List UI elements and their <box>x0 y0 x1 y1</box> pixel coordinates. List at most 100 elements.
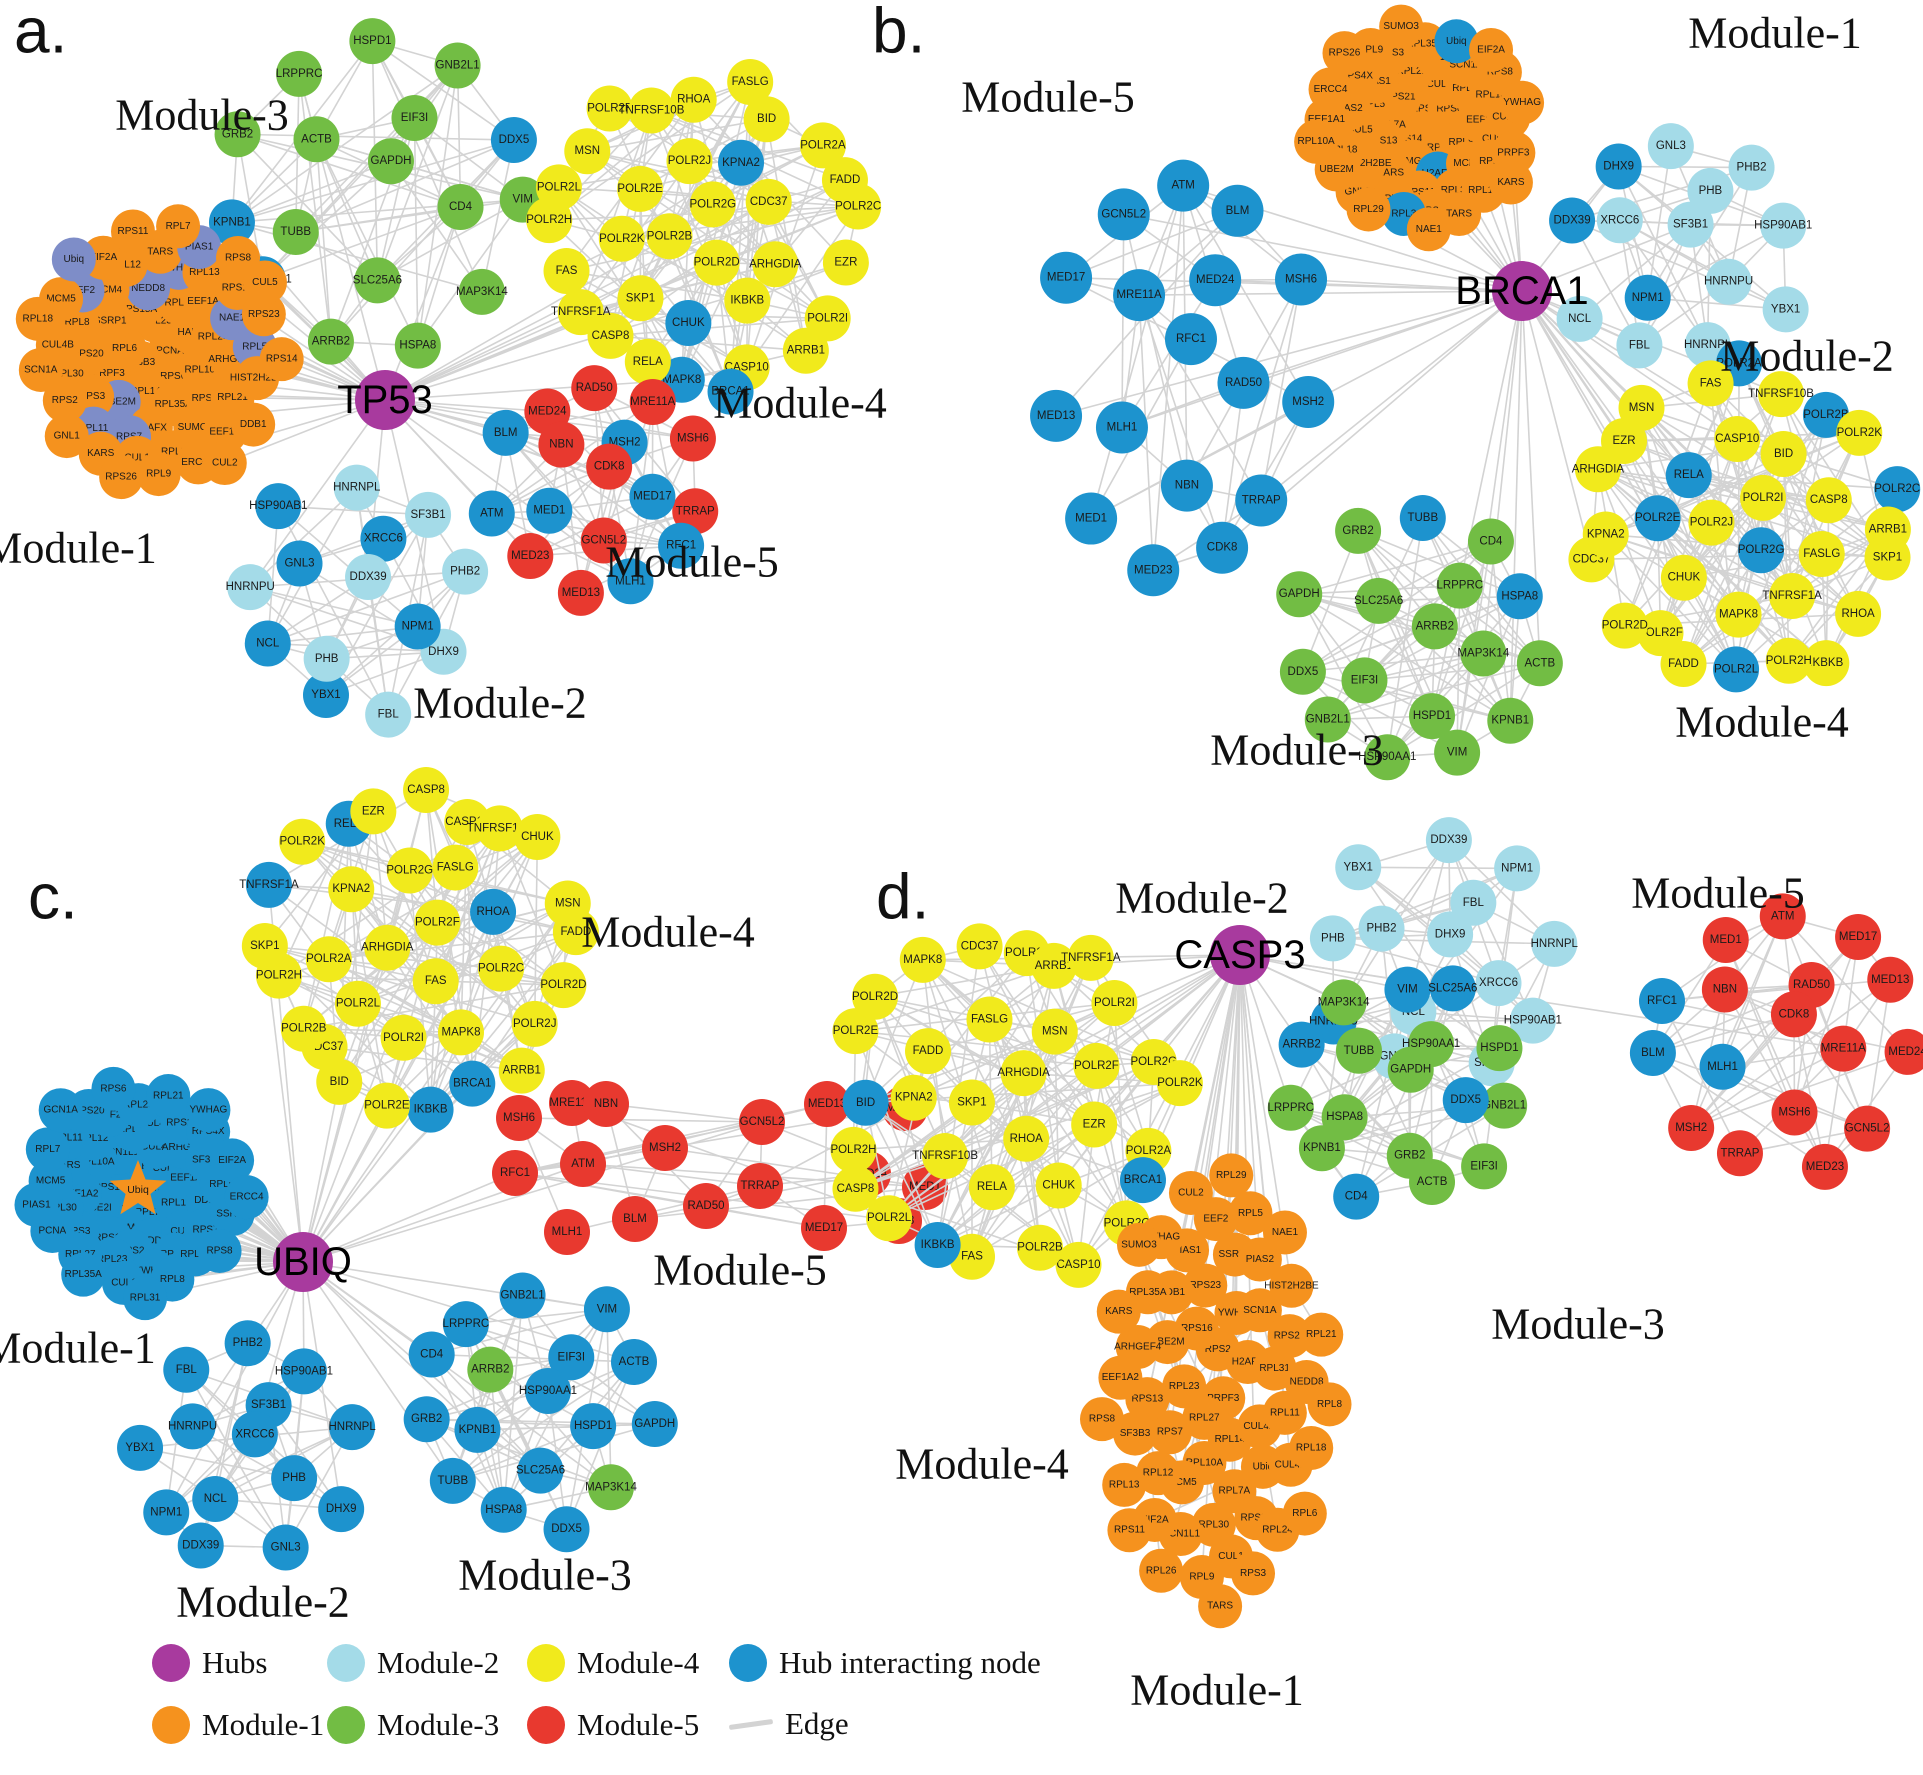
node-med1[interactable]: MED1 <box>526 487 573 534</box>
node-map3k14[interactable]: MAP3K14 <box>456 268 508 315</box>
node-phb[interactable]: PHB <box>271 1455 318 1502</box>
node-mre11a[interactable]: MRE11A <box>629 378 676 425</box>
node-circle-polr2l[interactable] <box>866 1195 913 1242</box>
node-circle-polr2c[interactable] <box>478 945 525 992</box>
node-circle-mapk8[interactable] <box>437 1009 484 1056</box>
node-circle-actb[interactable] <box>1516 640 1563 687</box>
node-rhoa[interactable]: RHOA <box>470 888 517 935</box>
node-skp1[interactable]: SKP1 <box>241 922 288 969</box>
node-circle-polr2d[interactable] <box>1601 602 1648 649</box>
node-circle-xrcc6[interactable] <box>231 1411 278 1458</box>
node-circle-trrap[interactable] <box>1235 474 1288 527</box>
node-circle-rela[interactable] <box>968 1164 1015 1211</box>
node-mre11a[interactable]: MRE11A <box>1113 269 1166 322</box>
node-circle-rhoa[interactable] <box>670 76 717 123</box>
node-polr2h[interactable]: POLR2H <box>1766 637 1812 684</box>
node-dhx9[interactable]: DHX9 <box>1595 143 1642 190</box>
node-circle-hnrnpu[interactable] <box>169 1403 216 1450</box>
node-arrb1[interactable]: ARRB1 <box>1030 942 1077 989</box>
node-fadd[interactable]: FADD <box>905 1028 952 1075</box>
node-rpl35a[interactable]: RPL35A <box>61 1252 106 1297</box>
node-tnfrsf10b[interactable]: TNFRSF10B <box>1748 371 1814 418</box>
node-gcn5l2[interactable]: GCN5L2 <box>580 517 627 564</box>
node-circle-grb2[interactable] <box>214 111 261 158</box>
node-arhgdia[interactable]: ARHGDIA <box>749 241 802 288</box>
node-cd4[interactable]: CD4 <box>437 184 484 231</box>
node-circle-sumo3[interactable] <box>1116 1222 1161 1267</box>
node-circle-slc25a6[interactable] <box>354 257 401 304</box>
node-circle-msh6[interactable] <box>496 1095 542 1141</box>
node-circle-rps14[interactable] <box>259 337 304 382</box>
node-circle-hsp90aa1[interactable] <box>1364 734 1411 781</box>
node-circle-tnfrsf1a[interactable] <box>1769 572 1816 619</box>
node-blm[interactable]: BLM <box>1629 1029 1676 1076</box>
node-circle-med17[interactable] <box>1040 251 1093 304</box>
node-circle-tnfrsf1a[interactable] <box>557 289 604 336</box>
node-fbl[interactable]: FBL <box>163 1346 210 1393</box>
node-phb[interactable]: PHB <box>1687 167 1734 214</box>
node-circle-med1[interactable] <box>1065 492 1118 545</box>
node-circle-rad50[interactable] <box>683 1183 729 1229</box>
node-circle-actb[interactable] <box>293 116 340 163</box>
node-cd4[interactable]: CD4 <box>408 1331 455 1378</box>
node-circle-fas[interactable] <box>1687 360 1734 407</box>
node-hnrnpl[interactable]: HNRNPL <box>333 464 381 511</box>
node-circle-polr2i[interactable] <box>380 1014 427 1061</box>
node-rpl18[interactable]: RPL18 <box>15 296 60 341</box>
node-circle-rps26[interactable] <box>1322 31 1367 76</box>
node-circle-msh6[interactable] <box>669 415 716 462</box>
node-rpl21[interactable]: RPL21 <box>146 1074 191 1119</box>
node-rpl18[interactable]: RPL18 <box>1289 1425 1334 1470</box>
node-gnl3[interactable]: GNL3 <box>276 540 323 587</box>
node-circle-nbn[interactable] <box>538 421 585 468</box>
node-circle-faslg[interactable] <box>966 996 1013 1043</box>
node-cdk8[interactable]: CDK8 <box>1196 521 1249 574</box>
node-trrap[interactable]: TRRAP <box>1235 474 1288 527</box>
node-circle-faslg[interactable] <box>1798 531 1845 578</box>
node-circle-gapdh[interactable] <box>1276 571 1323 618</box>
node-circle-ezr[interactable] <box>822 239 869 286</box>
node-arrb1[interactable]: ARRB1 <box>782 327 829 374</box>
node-circle-ybx1[interactable] <box>1335 844 1382 891</box>
node-rela[interactable]: RELA <box>624 338 671 385</box>
node-phb2[interactable]: PHB2 <box>442 548 489 595</box>
node-hsp90ab1[interactable]: HSP90AB1 <box>275 1348 333 1395</box>
node-circle-eif3i[interactable] <box>1461 1143 1508 1190</box>
node-circle-polr2f[interactable] <box>414 899 461 946</box>
node-circle-polr2c[interactable] <box>1874 466 1921 513</box>
node-med13[interactable]: MED13 <box>557 569 604 616</box>
node-circle-kpna2[interactable] <box>328 866 375 913</box>
node-fbl[interactable]: FBL <box>1616 322 1663 369</box>
node-msh6[interactable]: MSH6 <box>1771 1089 1818 1136</box>
node-tubb[interactable]: TUBB <box>429 1457 476 1504</box>
node-circle-cd4[interactable] <box>1333 1173 1380 1220</box>
node-ybx1[interactable]: YBX1 <box>117 1424 164 1471</box>
node-circle-lrpprc[interactable] <box>1436 562 1483 609</box>
node-circle-rps3[interactable] <box>1231 1551 1276 1596</box>
node-fadd[interactable]: FADD <box>552 909 599 956</box>
node-mlh1[interactable]: MLH1 <box>607 558 654 605</box>
node-circle-sf3b1[interactable] <box>405 491 452 538</box>
node-kpna2[interactable]: KPNA2 <box>328 866 375 913</box>
node-arhgdia[interactable]: ARHGDIA <box>361 924 414 971</box>
node-circle-msh6[interactable] <box>1771 1089 1818 1136</box>
node-circle-fbl[interactable] <box>163 1346 210 1393</box>
node-polr2l[interactable]: POLR2L <box>334 980 381 1027</box>
node-circle-gnl3[interactable] <box>262 1524 309 1571</box>
node-arrb2[interactable]: ARRB2 <box>467 1346 514 1393</box>
node-cdc37[interactable]: CDC37 <box>745 178 792 225</box>
node-rfc1[interactable]: RFC1 <box>492 1150 538 1196</box>
node-circle-ddx39[interactable] <box>177 1522 224 1569</box>
node-polr2f[interactable]: POLR2F <box>1637 610 1684 657</box>
node-kpna2[interactable]: KPNA2 <box>1582 511 1629 558</box>
node-ezr[interactable]: EZR <box>350 788 397 835</box>
node-circle-ikbkb[interactable] <box>1803 640 1850 687</box>
node-circle-casp10[interactable] <box>1055 1241 1102 1288</box>
node-circle-polr2c[interactable] <box>835 183 882 230</box>
node-gnb2l1[interactable]: GNB2L1 <box>499 1272 546 1319</box>
node-hspd1[interactable]: HSPD1 <box>1476 1025 1523 1072</box>
node-polr2f[interactable]: POLR2F <box>586 85 633 132</box>
node-circle-kpnb1[interactable] <box>208 199 255 246</box>
node-rpl29[interactable]: RPL29 <box>1346 187 1391 232</box>
node-chuk[interactable]: CHUK <box>514 813 561 860</box>
